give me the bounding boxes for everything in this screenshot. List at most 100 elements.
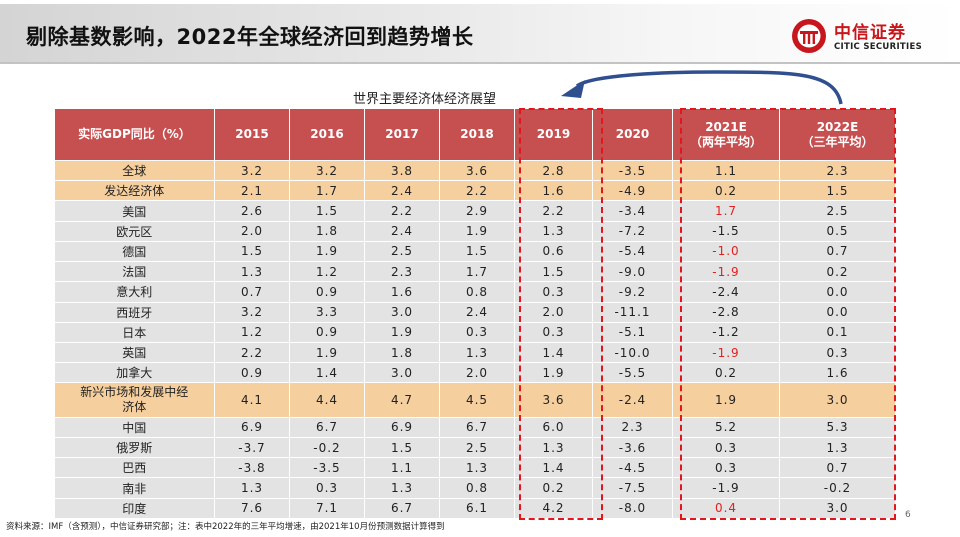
gdp-value-cell: 5.2 xyxy=(672,417,780,439)
table-row: 欧元区 2.0 1.8 2.4 1.9 1.3 -7.2 -1.5 0.5 xyxy=(54,221,896,242)
gdp-value-cell: 0.3 xyxy=(514,322,593,343)
gdp-value-cell: 3.6 xyxy=(514,382,593,418)
gdp-value-cell: 1.5 xyxy=(214,241,290,263)
header-label: 2022E xyxy=(816,119,859,134)
gdp-value-cell: 2.1 xyxy=(214,180,290,202)
gdp-value-cell: -5.1 xyxy=(592,322,673,343)
region-name-cell: 欧元区 xyxy=(54,221,215,242)
gdp-value-cell: 1.3 xyxy=(214,261,290,283)
gdp-value-cell: 0.2 xyxy=(672,362,780,384)
gdp-value-cell: 0.0 xyxy=(779,302,896,323)
gdp-value-cell: 2.3 xyxy=(592,417,673,439)
gdp-value-cell: 6.7 xyxy=(439,417,515,439)
region-name-text: 新兴市场和发展中经济体 xyxy=(80,385,189,415)
gdp-value-cell: 6.0 xyxy=(514,417,593,439)
gdp-value-cell: -1.9 xyxy=(672,477,780,499)
region-name-cell: 巴西 xyxy=(54,457,215,479)
page-number: 6 xyxy=(905,510,911,520)
gdp-value-cell: -9.2 xyxy=(592,281,673,303)
gdp-value-cell: 1.9 xyxy=(364,322,440,343)
table-row: 美国 2.6 1.5 2.2 2.9 2.2 -3.4 1.7 2.5 xyxy=(54,200,896,222)
gdp-value-cell: 2.0 xyxy=(214,221,290,242)
gdp-value-cell: 0.3 xyxy=(779,342,896,364)
region-name-cell: 西班牙 xyxy=(54,302,215,323)
gdp-value-cell: 1.5 xyxy=(364,437,440,459)
header-year: 2022E （三年平均） xyxy=(779,108,896,161)
gdp-value-cell: 2.3 xyxy=(364,261,440,283)
gdp-value-cell: 1.4 xyxy=(289,362,365,384)
gdp-value-cell: 4.1 xyxy=(214,382,290,418)
gdp-value-cell: -1.2 xyxy=(672,322,780,343)
gdp-value-cell: 1.1 xyxy=(672,160,780,182)
gdp-value-cell: 0.8 xyxy=(439,281,515,303)
gdp-value-cell: -3.4 xyxy=(592,200,673,222)
gdp-value-cell: 2.9 xyxy=(439,200,515,222)
gdp-value-cell: 1.9 xyxy=(439,221,515,242)
table-row: 加拿大 0.9 1.4 3.0 2.0 1.9 -5.5 0.2 1.6 xyxy=(54,362,896,384)
gdp-value-cell: -4.9 xyxy=(592,180,673,202)
gdp-value-cell: -3.7 xyxy=(214,437,290,459)
table-row: 印度 7.6 7.1 6.7 6.1 4.2 -8.0 0.4 3.0 xyxy=(54,498,896,520)
title-bar: 剔除基数影响，2022年全球经济回到趋势增长 中信证券 CITIC SECURI… xyxy=(0,4,960,62)
header-indicator: 实际GDP同比（%） xyxy=(54,108,215,161)
gdp-value-cell: 2.5 xyxy=(364,241,440,263)
gdp-value-cell: 1.3 xyxy=(364,477,440,499)
gdp-value-cell: 1.5 xyxy=(514,261,593,283)
logo-english-text: CITIC SECURITIES xyxy=(834,42,923,52)
table-row: 全球 3.2 3.2 3.8 3.6 2.8 -3.5 1.1 2.3 xyxy=(54,160,896,182)
gdp-value-cell: 0.9 xyxy=(214,362,290,384)
gdp-value-cell: 0.7 xyxy=(214,281,290,303)
gdp-value-cell: 1.3 xyxy=(439,457,515,479)
gdp-value-cell: 1.2 xyxy=(289,261,365,283)
gdp-value-cell: -2.8 xyxy=(672,302,780,323)
region-name-cell: 印度 xyxy=(54,498,215,520)
gdp-value-cell: -3.5 xyxy=(592,160,673,182)
gdp-value-cell: 1.3 xyxy=(439,342,515,364)
gdp-value-cell: 6.1 xyxy=(439,498,515,520)
region-name-cell: 发达经济体 xyxy=(54,180,215,202)
header-label: 2021E xyxy=(705,119,747,134)
gdp-value-cell: 0.3 xyxy=(514,281,593,303)
gdp-value-cell: 2.8 xyxy=(514,160,593,182)
gdp-value-cell: 1.7 xyxy=(289,180,365,202)
gdp-value-cell: 4.2 xyxy=(514,498,593,520)
table-row: 中国 6.9 6.7 6.9 6.7 6.0 2.3 5.2 5.3 xyxy=(54,417,896,439)
gdp-value-cell: 1.5 xyxy=(289,200,365,222)
gdp-value-cell: -0.2 xyxy=(779,477,896,499)
gdp-value-cell: 1.8 xyxy=(364,342,440,364)
table-row: 日本 1.2 0.9 1.9 0.3 0.3 -5.1 -1.2 0.1 xyxy=(54,322,896,343)
gdp-value-cell: 3.2 xyxy=(214,160,290,182)
gdp-value-cell: 0.3 xyxy=(672,457,780,479)
gdp-value-cell: -5.5 xyxy=(592,362,673,384)
region-name-cell: 俄罗斯 xyxy=(54,437,215,459)
gdp-value-cell: 3.6 xyxy=(439,160,515,182)
table-header-row: 实际GDP同比（%） 2015 2016 2017 2018 2019 2020 2021E （… xyxy=(54,108,896,161)
gdp-value-cell: -4.5 xyxy=(592,457,673,479)
gdp-value-cell: 0.0 xyxy=(779,281,896,303)
table-row: 西班牙 3.2 3.3 3.0 2.4 2.0 -11.1 -2.8 0.0 xyxy=(54,302,896,323)
gdp-value-cell: 1.6 xyxy=(364,281,440,303)
gdp-value-cell: 0.9 xyxy=(289,322,365,343)
header-year: 2020 xyxy=(592,108,673,161)
curved-arrow-icon xyxy=(561,70,843,105)
gdp-value-cell: 4.4 xyxy=(289,382,365,418)
gdp-value-cell: -3.8 xyxy=(214,457,290,479)
table-row: 南非 1.3 0.3 1.3 0.8 0.2 -7.5 -1.9 -0.2 xyxy=(54,477,896,499)
gdp-value-cell: 1.5 xyxy=(779,180,896,202)
gdp-value-cell: 0.3 xyxy=(439,322,515,343)
gdp-value-cell: 2.0 xyxy=(514,302,593,323)
gdp-value-cell: 0.3 xyxy=(672,437,780,459)
gdp-value-cell: 2.2 xyxy=(439,180,515,202)
gdp-value-cell: 1.3 xyxy=(779,437,896,459)
title-divider xyxy=(0,62,960,64)
gdp-value-cell: 1.1 xyxy=(364,457,440,479)
page-title: 剔除基数影响，2022年全球经济回到趋势增长 xyxy=(26,25,474,49)
gdp-value-cell: 1.9 xyxy=(514,362,593,384)
region-name-cell: 德国 xyxy=(54,241,215,263)
gdp-value-cell: 2.4 xyxy=(364,180,440,202)
logo-chinese-text: 中信证券 xyxy=(834,23,906,43)
gdp-value-cell: -1.9 xyxy=(672,261,780,283)
table-row: 德国 1.5 1.9 2.5 1.5 0.6 -5.4 -1.0 0.7 xyxy=(54,241,896,263)
gdp-value-cell: 2.3 xyxy=(779,160,896,182)
header-year: 2015 xyxy=(214,108,290,161)
